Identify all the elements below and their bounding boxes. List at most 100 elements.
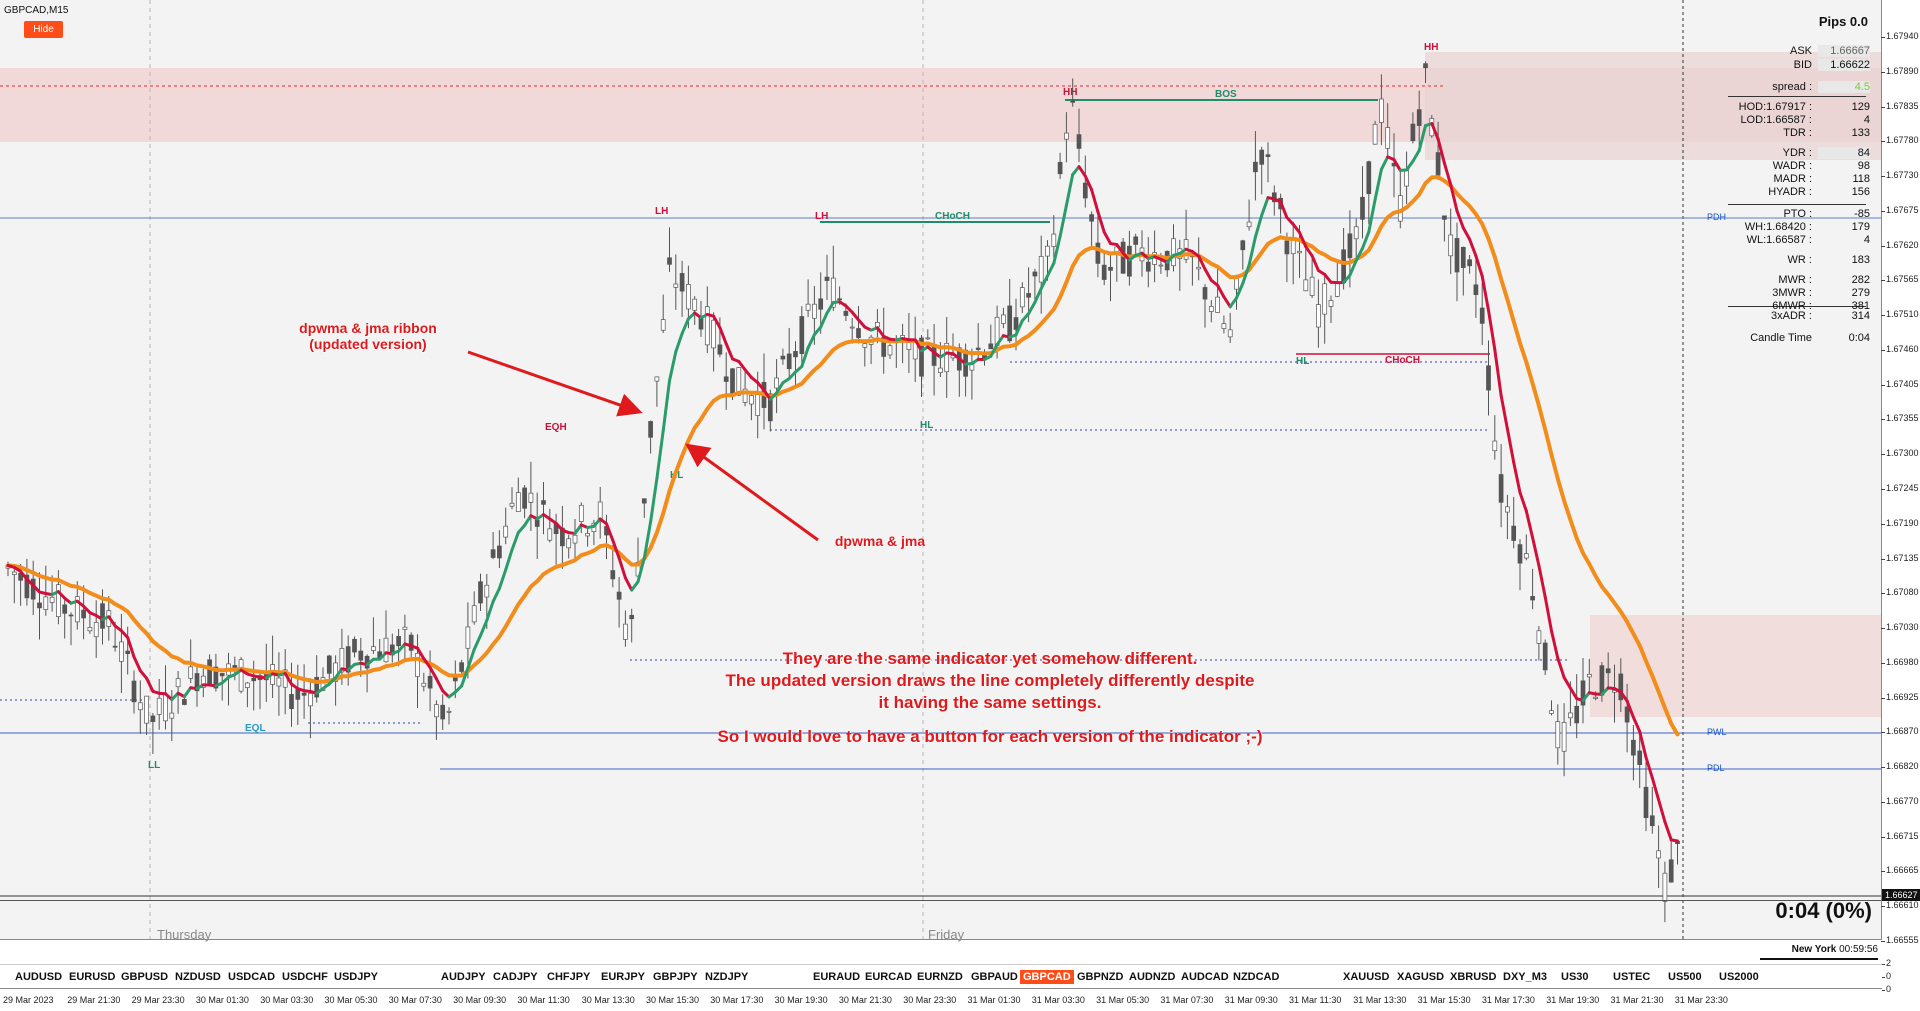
symbol-button-audnzd[interactable]: AUDNZD: [1126, 970, 1178, 984]
price-tick: 1.66925: [1886, 692, 1919, 702]
candle-body: [1159, 265, 1163, 266]
arrow-to-classic: [690, 447, 818, 540]
price-tick: 1.67835: [1886, 101, 1919, 111]
symbol-button-nzdcad[interactable]: NZDCAD: [1230, 970, 1282, 984]
candle-body: [239, 660, 243, 691]
symbol-button-eurcad[interactable]: EURCAD: [862, 970, 915, 984]
candle-body: [1109, 267, 1113, 270]
dpwma-segment: [1470, 239, 1476, 256]
time-tick: 31 Mar 21:30: [1611, 995, 1664, 1005]
price-tick: 1.66820: [1886, 761, 1919, 771]
dpwma-segment: [575, 525, 581, 533]
symbol-button-audcad[interactable]: AUDCAD: [1178, 970, 1232, 984]
symbol-button-eurnzd[interactable]: EURNZD: [914, 970, 966, 984]
dpwma-segment: [493, 588, 499, 601]
dpwma-segment: [670, 352, 676, 381]
symbol-button-ustec[interactable]: USTEC: [1610, 970, 1653, 984]
candle-body: [1235, 278, 1239, 290]
symbol-button-gbpusd[interactable]: GBPUSD: [118, 970, 171, 984]
panel-key: HYADR :: [1768, 186, 1812, 198]
candle-body: [1121, 242, 1125, 273]
price-tick: 1.67940: [1886, 31, 1919, 41]
price-tick: 1.66610: [1886, 900, 1919, 910]
panel-key: WR :: [1788, 254, 1812, 266]
candle-body: [819, 299, 823, 309]
candle-body: [252, 678, 256, 680]
panel-row: HYADR :156: [1722, 186, 1870, 199]
candle-body: [1001, 315, 1005, 323]
symbol-button-us2000[interactable]: US2000: [1716, 970, 1762, 984]
candle-body: [176, 679, 180, 687]
candle-body: [308, 693, 312, 705]
dpwma-segment: [525, 516, 531, 526]
dpwma-segment: [1501, 395, 1507, 428]
candle-body: [1531, 596, 1535, 600]
candle-body: [1455, 238, 1459, 272]
symbol-button-cadjpy[interactable]: CADJPY: [490, 970, 541, 984]
time-tick: 31 Mar 01:30: [968, 995, 1021, 1005]
dpwma-segment: [877, 328, 883, 337]
dpwma-segment: [1029, 302, 1035, 313]
candle-body: [787, 354, 791, 369]
price-tick: 1.67510: [1886, 309, 1919, 319]
dpwma-segment: [1539, 566, 1545, 597]
panel-value: 118: [1818, 173, 1870, 185]
symbol-button-eurjpy[interactable]: EURJPY: [598, 970, 648, 984]
candle-body: [1449, 235, 1453, 256]
price-tick: 1.66980: [1886, 657, 1919, 667]
candle-body: [1644, 787, 1648, 817]
candle-body: [132, 681, 136, 702]
symbol-button-usdjpy[interactable]: USDJPY: [331, 970, 381, 984]
candle-body: [1020, 288, 1024, 307]
price-tick: 1.67245: [1886, 483, 1919, 493]
dpwma-segment: [1526, 511, 1532, 538]
symbol-button-gbpjpy[interactable]: GBPJPY: [650, 970, 701, 984]
dpwma-segment: [436, 679, 442, 691]
pwl-label: PWL: [1707, 727, 1727, 737]
symbol-button-xagusd[interactable]: XAGUSD: [1394, 970, 1447, 984]
symbol-button-nzdjpy[interactable]: NZDJPY: [702, 970, 751, 984]
symbol-button-xbrusd[interactable]: XBRUSD: [1447, 970, 1499, 984]
symbol-button-gbpcad[interactable]: GBPCAD: [1020, 970, 1074, 984]
symbol-button-usdcad[interactable]: USDCAD: [225, 970, 278, 984]
symbol-button-chfjpy[interactable]: CHFJPY: [544, 970, 593, 984]
candle-body: [1197, 267, 1201, 269]
dpwma-segment: [1218, 285, 1224, 296]
symbol-button-gbpaud[interactable]: GBPAUD: [968, 970, 1021, 984]
dpwma-segment: [1476, 256, 1482, 276]
candle-body: [44, 597, 48, 610]
candle-body: [806, 304, 810, 310]
candle-body: [50, 597, 54, 602]
symbol-button-gbpnzd[interactable]: GBPNZD: [1074, 970, 1126, 984]
panel-separator: [1728, 204, 1866, 205]
dpwma-segment: [1104, 232, 1110, 243]
symbol-button-eurusd[interactable]: EURUSD: [66, 970, 118, 984]
candle-body: [1650, 816, 1654, 826]
candle-body: [1361, 197, 1365, 219]
price-tick: 1.67460: [1886, 344, 1919, 354]
symbol-button-audjpy[interactable]: AUDJPY: [438, 970, 489, 984]
candle-body: [1657, 851, 1661, 858]
candle-body: [1071, 101, 1075, 102]
symbol-button-us500[interactable]: US500: [1665, 970, 1705, 984]
panel-separator: [1728, 96, 1866, 97]
price-tick: 1.67080: [1886, 587, 1919, 597]
symbol-button-us30[interactable]: US30: [1558, 970, 1592, 984]
symbol-button-audusd[interactable]: AUDUSD: [12, 970, 65, 984]
structure-label: LH: [815, 211, 828, 222]
symbol-button-nzdusd[interactable]: NZDUSD: [172, 970, 224, 984]
panel-value: 98: [1818, 160, 1870, 172]
candle-body: [1424, 64, 1428, 68]
symbol-button-xauusd[interactable]: XAUUSD: [1340, 970, 1392, 984]
symbol-button-euraud[interactable]: EURAUD: [810, 970, 863, 984]
structure-label: HL: [920, 420, 933, 431]
hide-button[interactable]: Hide: [24, 21, 63, 38]
symbol-button-usdchf[interactable]: USDCHF: [279, 970, 331, 984]
candle-body: [655, 377, 659, 381]
symbol-button-dxy_m3[interactable]: DXY_M3: [1500, 970, 1550, 984]
dpwma-segment: [481, 620, 487, 635]
